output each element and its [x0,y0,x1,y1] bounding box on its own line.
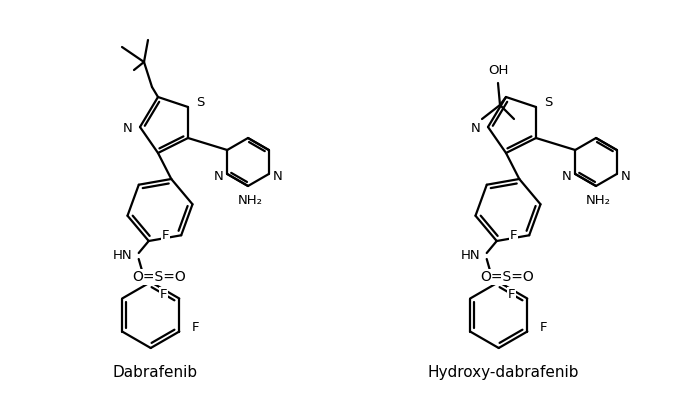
Text: N: N [213,171,223,184]
Text: N: N [273,171,283,184]
Text: N: N [470,122,480,135]
Text: NH₂: NH₂ [238,194,263,207]
Text: OH: OH [488,64,508,77]
Text: F: F [510,229,517,242]
Text: O=S=O: O=S=O [133,270,186,284]
Text: N: N [562,171,571,184]
Text: HN: HN [461,248,481,261]
Text: O=S=O: O=S=O [481,270,535,284]
Text: F: F [162,229,169,242]
Text: NH₂: NH₂ [585,194,610,207]
Text: HN: HN [113,248,133,261]
Text: S: S [196,96,205,109]
Text: S: S [544,96,552,109]
Text: F: F [508,288,515,301]
Text: F: F [160,288,167,301]
Text: Hydroxy-dabrafenib: Hydroxy-dabrafenib [427,365,578,380]
Text: F: F [191,321,199,334]
Text: Dabrafenib: Dabrafenib [113,365,198,380]
Text: N: N [122,122,132,135]
Text: F: F [539,321,547,334]
Text: N: N [621,171,630,184]
